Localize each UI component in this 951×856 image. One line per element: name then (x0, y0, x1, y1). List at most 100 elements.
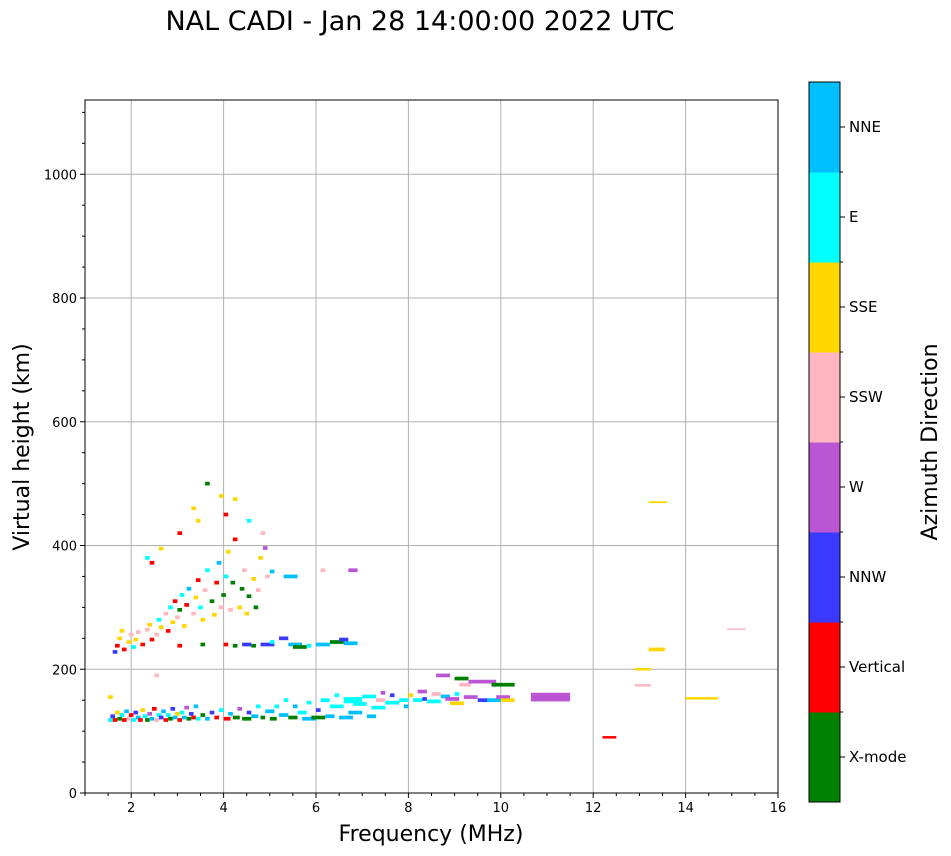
data-point-nnw (158, 715, 164, 720)
data-point-vertical (128, 713, 134, 717)
data-point-ssw (255, 588, 261, 592)
data-point-sse (244, 611, 250, 616)
data-point-ssw (175, 615, 180, 620)
data-point-ssw (431, 692, 441, 696)
data-point-w (237, 706, 243, 711)
data-point-x-mode (292, 645, 307, 649)
data-point-x-mode (200, 713, 206, 717)
data-point-w (262, 546, 268, 550)
data-point-sse (147, 622, 152, 627)
colorbar-label-e: E (849, 208, 858, 226)
data-point-nnw (316, 708, 321, 712)
colorbar-label-x-mode: X-mode (849, 748, 906, 766)
data-point-e (371, 705, 386, 710)
data-point-e (156, 617, 162, 622)
data-point-sse (140, 708, 146, 712)
data-point-x-mode (232, 715, 240, 720)
colorbar-swatch-x-mode (809, 712, 840, 803)
colorbar-swatch-sse (809, 262, 840, 353)
x-tick-label: 10 (493, 801, 510, 816)
data-point-sse (449, 701, 464, 706)
data-point-ssw (154, 718, 159, 722)
data-point-sse (191, 506, 196, 511)
data-point-x-mode (168, 716, 173, 721)
data-point-nne (339, 715, 353, 720)
data-point-vertical (214, 580, 219, 585)
data-point-vertical (140, 642, 146, 647)
data-point-vertical (177, 718, 183, 722)
data-point-vertical (121, 718, 127, 722)
data-point-x-mode (242, 716, 252, 721)
data-point-w (496, 695, 511, 699)
data-point-x-mode (239, 586, 245, 591)
data-point-nnw (422, 697, 427, 701)
data-point-vertical (163, 718, 169, 722)
data-point-sse (126, 640, 132, 644)
data-point-sse (158, 625, 164, 630)
data-point-x-mode (288, 715, 298, 720)
data-point-e (343, 697, 363, 704)
x-tick-label: 6 (312, 801, 320, 816)
data-point-sse (212, 612, 217, 617)
data-point-nne (288, 642, 303, 647)
data-point-vertical (232, 537, 238, 542)
y-tick-label: 800 (52, 292, 77, 307)
x-tick-label: 4 (219, 801, 227, 816)
data-point-w (530, 692, 571, 702)
y-tick-label: 1000 (44, 168, 77, 183)
data-point-nne (149, 716, 155, 721)
data-point-x-mode (200, 642, 206, 647)
data-point-e (131, 718, 136, 722)
data-point-sse (648, 647, 665, 652)
data-point-nne (205, 716, 210, 721)
colorbar-swatch-ssw (809, 352, 840, 443)
data-point-w (147, 711, 152, 716)
data-point-vertical (223, 512, 229, 517)
data-point-ssw (154, 632, 159, 637)
data-point-nnw (389, 693, 395, 698)
data-point-sse (182, 624, 187, 628)
data-point-nne (366, 714, 377, 719)
data-point-e (413, 698, 423, 703)
data-point-nne (403, 704, 409, 709)
data-point-sse (225, 549, 231, 554)
data-point-sse (158, 546, 164, 551)
data-point-ssw (242, 568, 247, 573)
data-point-nne (135, 715, 141, 720)
data-point-vertical (112, 718, 118, 722)
data-point-e (142, 714, 148, 719)
data-point-nnw (188, 711, 194, 716)
data-point-sse (237, 605, 243, 610)
data-point-ssw (727, 628, 746, 630)
y-tick-label: 600 (52, 416, 77, 431)
data-point-nne (216, 560, 222, 565)
data-point-e (334, 693, 340, 698)
axis-ticks: 2 4 6 8 10 12 14 16 0 200 400 600 800 1000 (44, 111, 787, 816)
data-point-vertical (177, 531, 183, 535)
data-point-vertical (138, 718, 143, 722)
data-point-sse (251, 577, 256, 581)
data-point-x-mode (269, 716, 277, 721)
data-point-nne (316, 642, 330, 647)
data-point-e (306, 643, 312, 648)
data-point-e (255, 704, 261, 709)
data-point-vertical (223, 716, 231, 721)
data-point-nne (440, 694, 450, 699)
data-point-nnw (246, 710, 252, 715)
data-point-ssw (459, 682, 471, 687)
data-point-x-mode (329, 640, 344, 644)
data-point-sse (200, 617, 206, 622)
x-tick-label: 16 (770, 801, 787, 816)
data-point-nnw (260, 642, 275, 647)
colorbar-label-ssw: SSW (849, 388, 883, 406)
data-point-e (205, 568, 210, 573)
data-point-ssw (154, 673, 159, 678)
data-point-nnw (242, 642, 252, 647)
data-point-e (246, 518, 252, 523)
data-point-x-mode (311, 715, 326, 720)
y-tick-label: 0 (69, 787, 77, 802)
data-point-sse (648, 501, 668, 504)
data-point-e (454, 692, 460, 696)
data-point-vertical (191, 715, 196, 720)
data-point-e (297, 710, 307, 715)
